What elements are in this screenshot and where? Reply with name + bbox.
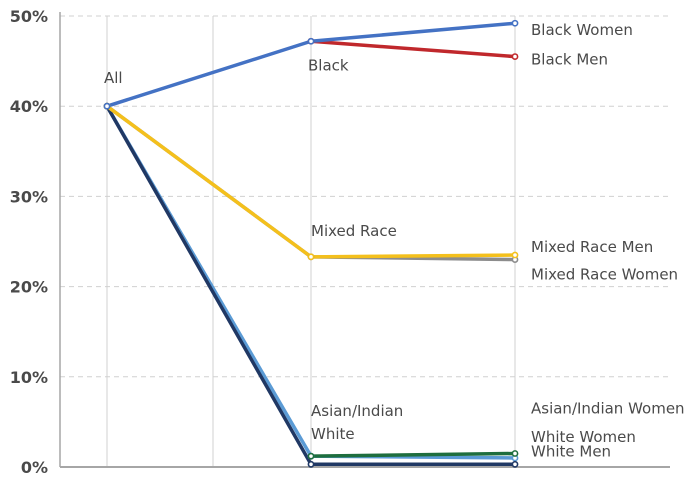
y-tick-label: 10% <box>10 368 48 387</box>
series-lines <box>103 19 519 468</box>
point-labels: All Black Mixed Race Asian/Indian White Black… <box>104 21 685 460</box>
point-label: Black <box>308 56 349 74</box>
data-point <box>511 19 519 27</box>
point-label: White Women <box>531 428 636 446</box>
point-label: Mixed Race <box>311 222 397 240</box>
point-label: Black Women <box>531 21 633 39</box>
y-tick-label: 50% <box>10 7 48 26</box>
data-point <box>511 53 519 60</box>
point-label: White <box>311 425 355 443</box>
y-tick-label: 40% <box>10 97 48 116</box>
point-label: All <box>104 69 123 87</box>
point-label: Black Men <box>531 51 608 69</box>
point-label: Mixed Race Men <box>531 238 653 256</box>
series-line-5 <box>309 39 517 59</box>
data-point <box>307 452 315 460</box>
data-point <box>511 450 519 457</box>
y-tick-label: 30% <box>10 187 48 206</box>
axes: 0% 10% 20% 30% 40% 50% <box>10 7 670 477</box>
data-point <box>103 102 111 110</box>
series-line-2 <box>309 451 517 458</box>
data-point <box>307 37 315 45</box>
y-tick-label: 20% <box>10 278 48 297</box>
data-point <box>511 460 519 468</box>
point-label: Asian/Indian <box>311 402 403 420</box>
point-label: Asian/Indian Women <box>531 399 685 417</box>
point-label: White Men <box>531 442 611 460</box>
point-label: Mixed Race Women <box>531 266 678 284</box>
data-point <box>307 253 315 261</box>
data-point <box>307 460 315 468</box>
grid <box>60 15 670 467</box>
y-tick-label: 0% <box>21 458 48 477</box>
data-point <box>511 251 519 259</box>
